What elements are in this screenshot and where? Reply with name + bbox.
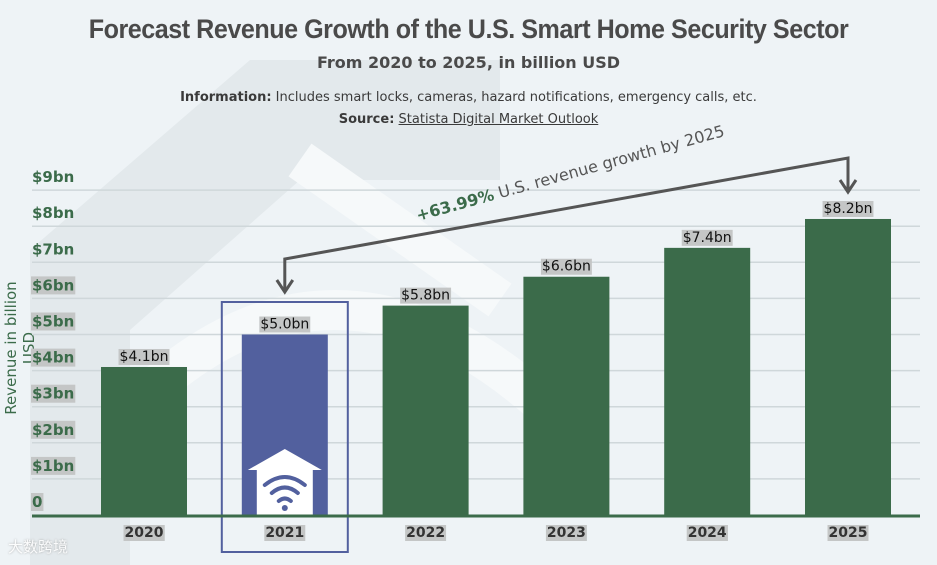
growth-text: U.S. revenue growth by 2025 xyxy=(491,121,726,203)
x-tick-label-2025: 2025 xyxy=(829,525,868,541)
wifi-icon xyxy=(262,475,307,503)
y-tick-label-highlight xyxy=(31,456,76,475)
watermark: 大数跨境 xyxy=(8,538,69,556)
x-tick-label-2021: 2021 xyxy=(265,525,304,541)
data-label-2023: $6.6bn xyxy=(542,259,591,275)
chart-title: Forecast Revenue Growth of the U.S. Smar… xyxy=(88,14,849,44)
highlight-frame xyxy=(220,301,349,553)
y-tick-label-highlight xyxy=(31,384,76,403)
data-label-2025: $8.2bn xyxy=(824,201,873,217)
info-label: Information: xyxy=(180,90,272,105)
data-label-2024-highlight xyxy=(681,229,733,246)
y-tick-label: $2bn xyxy=(32,421,74,439)
y-tick-label-highlight xyxy=(31,312,76,331)
wifi-dot-icon xyxy=(281,505,288,511)
x-tick-label-2023-highlight xyxy=(545,525,587,541)
y-tick-label: $1bn xyxy=(32,457,74,475)
y-tick-label: $3bn xyxy=(32,385,74,403)
x-tick-label-2024-highlight xyxy=(686,525,728,541)
y-tick-label: 0 xyxy=(32,493,42,511)
y-tick-label-highlight xyxy=(31,420,76,439)
chart-subtitle: From 2020 to 2025, in billion USD xyxy=(316,53,621,72)
y-tick-label-highlight xyxy=(31,276,76,295)
y-tick-label-highlight xyxy=(31,493,44,511)
source-link[interactable]: Statista Digital Market Outlook xyxy=(398,112,599,127)
x-tick-label-2023: 2023 xyxy=(547,525,586,541)
x-tick-label-2022-highlight xyxy=(405,525,447,541)
x-tick-label-2020: 2020 xyxy=(125,525,164,541)
bar-2025 xyxy=(805,218,891,516)
bar-2024 xyxy=(664,247,751,516)
info-text: Includes smart locks, cameras, hazard no… xyxy=(271,90,757,105)
y-tick-label: $5bn xyxy=(32,313,74,331)
source-label: Source: xyxy=(338,112,395,127)
y-tick-label: $7bn xyxy=(32,240,74,258)
arrow-head-icon xyxy=(275,279,295,295)
growth-percent: +63.99% xyxy=(414,185,496,225)
y-tick-label: $4bn xyxy=(32,349,74,367)
x-tick-label-2022: 2022 xyxy=(406,525,445,541)
x-tick-label-2020-highlight xyxy=(123,525,165,541)
x-tick-label-2021-highlight xyxy=(264,525,306,541)
data-label-2023-highlight xyxy=(540,258,592,275)
y-tick-label: $6bn xyxy=(32,276,74,294)
data-label-2020: $4.1bn xyxy=(120,349,169,365)
growth-arrow-line xyxy=(283,156,850,290)
data-label-2022: $5.8bn xyxy=(401,288,450,304)
arrow-head-icon xyxy=(838,179,858,195)
home-icon xyxy=(247,449,322,515)
bar-2022 xyxy=(382,305,469,515)
x-tick-label-2024: 2024 xyxy=(688,525,727,541)
bar-2020 xyxy=(101,366,187,515)
y-tick-label: $8bn xyxy=(32,204,74,222)
y-tick-label: $9bn xyxy=(32,168,74,186)
data-label-2022-highlight xyxy=(400,287,452,304)
source-note: Source: Statista Digital Market Outlook xyxy=(0,112,937,127)
data-label-2021-highlight xyxy=(259,316,311,333)
data-label-2021: $5.0bn xyxy=(260,317,309,333)
x-tick-label-2025-highlight xyxy=(827,525,869,541)
data-label-2024: $7.4bn xyxy=(683,230,732,246)
bar-2023 xyxy=(523,276,610,515)
data-label-2025-highlight xyxy=(822,200,874,217)
y-tick-label-highlight xyxy=(31,348,76,367)
data-label-2020-highlight xyxy=(118,348,170,365)
info-note: Information: Includes smart locks, camer… xyxy=(0,90,937,105)
